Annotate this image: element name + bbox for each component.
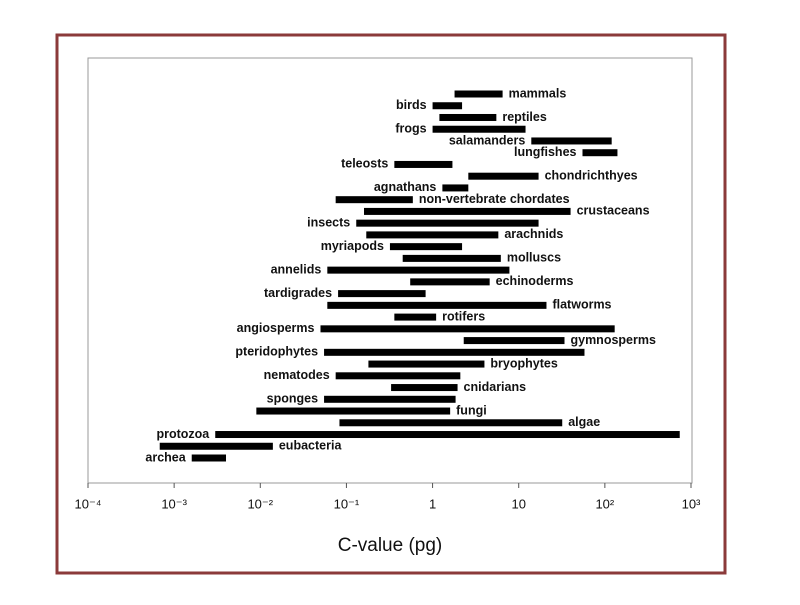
bar-label: bryophytes: [490, 356, 557, 370]
x-axis-title: C-value (pg): [338, 535, 443, 556]
range-bar: [327, 266, 510, 274]
bar-label: agnathans: [374, 180, 437, 194]
bar-label: fungi: [456, 403, 487, 417]
bar-label: sponges: [267, 392, 318, 406]
range-bar: [402, 254, 501, 262]
bar-label: algae: [568, 415, 600, 429]
range-bar: [335, 196, 413, 204]
range-bar: [215, 431, 680, 439]
bar-label: archea: [145, 450, 186, 464]
range-bar: [256, 407, 451, 415]
range-bar: [531, 137, 612, 145]
range-bar: [320, 325, 615, 333]
range-bar: [582, 149, 618, 157]
range-bar: [159, 442, 273, 450]
range-bar: [410, 278, 490, 286]
range-bar: [324, 395, 456, 403]
bar-label: birds: [396, 98, 427, 112]
bar-label: lungfishes: [514, 145, 577, 159]
bar-label: reptiles: [502, 110, 547, 124]
bar-label: insects: [307, 215, 350, 229]
range-bar: [364, 207, 571, 215]
bar-label: eubacteria: [279, 439, 343, 453]
range-bar: [335, 372, 461, 380]
bar-label: nematodes: [264, 368, 330, 382]
range-bar: [394, 160, 453, 168]
bar-label: annelids: [271, 262, 322, 276]
range-bar: [338, 290, 426, 298]
range-bar: [439, 113, 497, 121]
bar-label: rotifers: [442, 309, 485, 323]
range-bar: [442, 184, 469, 192]
bar-label: flatworms: [552, 298, 611, 312]
bar-label: cnidarians: [464, 380, 527, 394]
bar-label: arachnids: [504, 227, 563, 241]
bar-label: echinoderms: [496, 274, 574, 288]
x-tick-label: 10: [511, 496, 525, 511]
range-bar: [468, 172, 539, 180]
bar-label: non-vertebrate chordates: [419, 192, 570, 206]
x-tick-label: 10⁻³: [161, 496, 187, 511]
bar-label: pteridophytes: [235, 345, 318, 359]
x-tick-label: 10⁻¹: [334, 496, 360, 511]
bar-label: molluscs: [507, 251, 561, 265]
range-bar: [454, 90, 503, 98]
range-bar: [327, 301, 547, 309]
x-tick-label: 10³: [682, 496, 701, 511]
bar-label: angiosperms: [237, 321, 315, 335]
range-bar: [356, 219, 539, 227]
range-bar: [389, 243, 463, 251]
range-bar: [191, 454, 227, 462]
bar-label: chondrichthyes: [545, 168, 638, 182]
bar-label: tardigrades: [264, 286, 332, 300]
x-tick-label: 1: [429, 496, 436, 511]
bar-label: protozoa: [156, 427, 210, 441]
range-bar: [339, 419, 563, 427]
range-bar: [463, 337, 565, 345]
bar-label: teleosts: [341, 157, 388, 171]
bar-label: crustaceans: [577, 204, 650, 218]
range-bar: [432, 102, 463, 110]
bar-label: myriapods: [321, 239, 384, 253]
plot-area: [87, 57, 693, 484]
bar-label: gymnosperms: [570, 333, 655, 347]
bar-label: frogs: [395, 122, 426, 136]
range-bar: [391, 384, 458, 392]
x-tick-label: 10⁻²: [247, 496, 273, 511]
x-tick-label: 10²: [595, 496, 614, 511]
range-bar: [366, 231, 499, 239]
range-bar: [368, 360, 485, 368]
bar-label: mammals: [509, 86, 567, 100]
range-bar: [432, 125, 526, 133]
range-bar: [324, 348, 585, 356]
bar-label: salamanders: [449, 133, 525, 147]
x-tick-label: 10⁻⁴: [75, 496, 102, 511]
range-bar: [394, 313, 437, 321]
